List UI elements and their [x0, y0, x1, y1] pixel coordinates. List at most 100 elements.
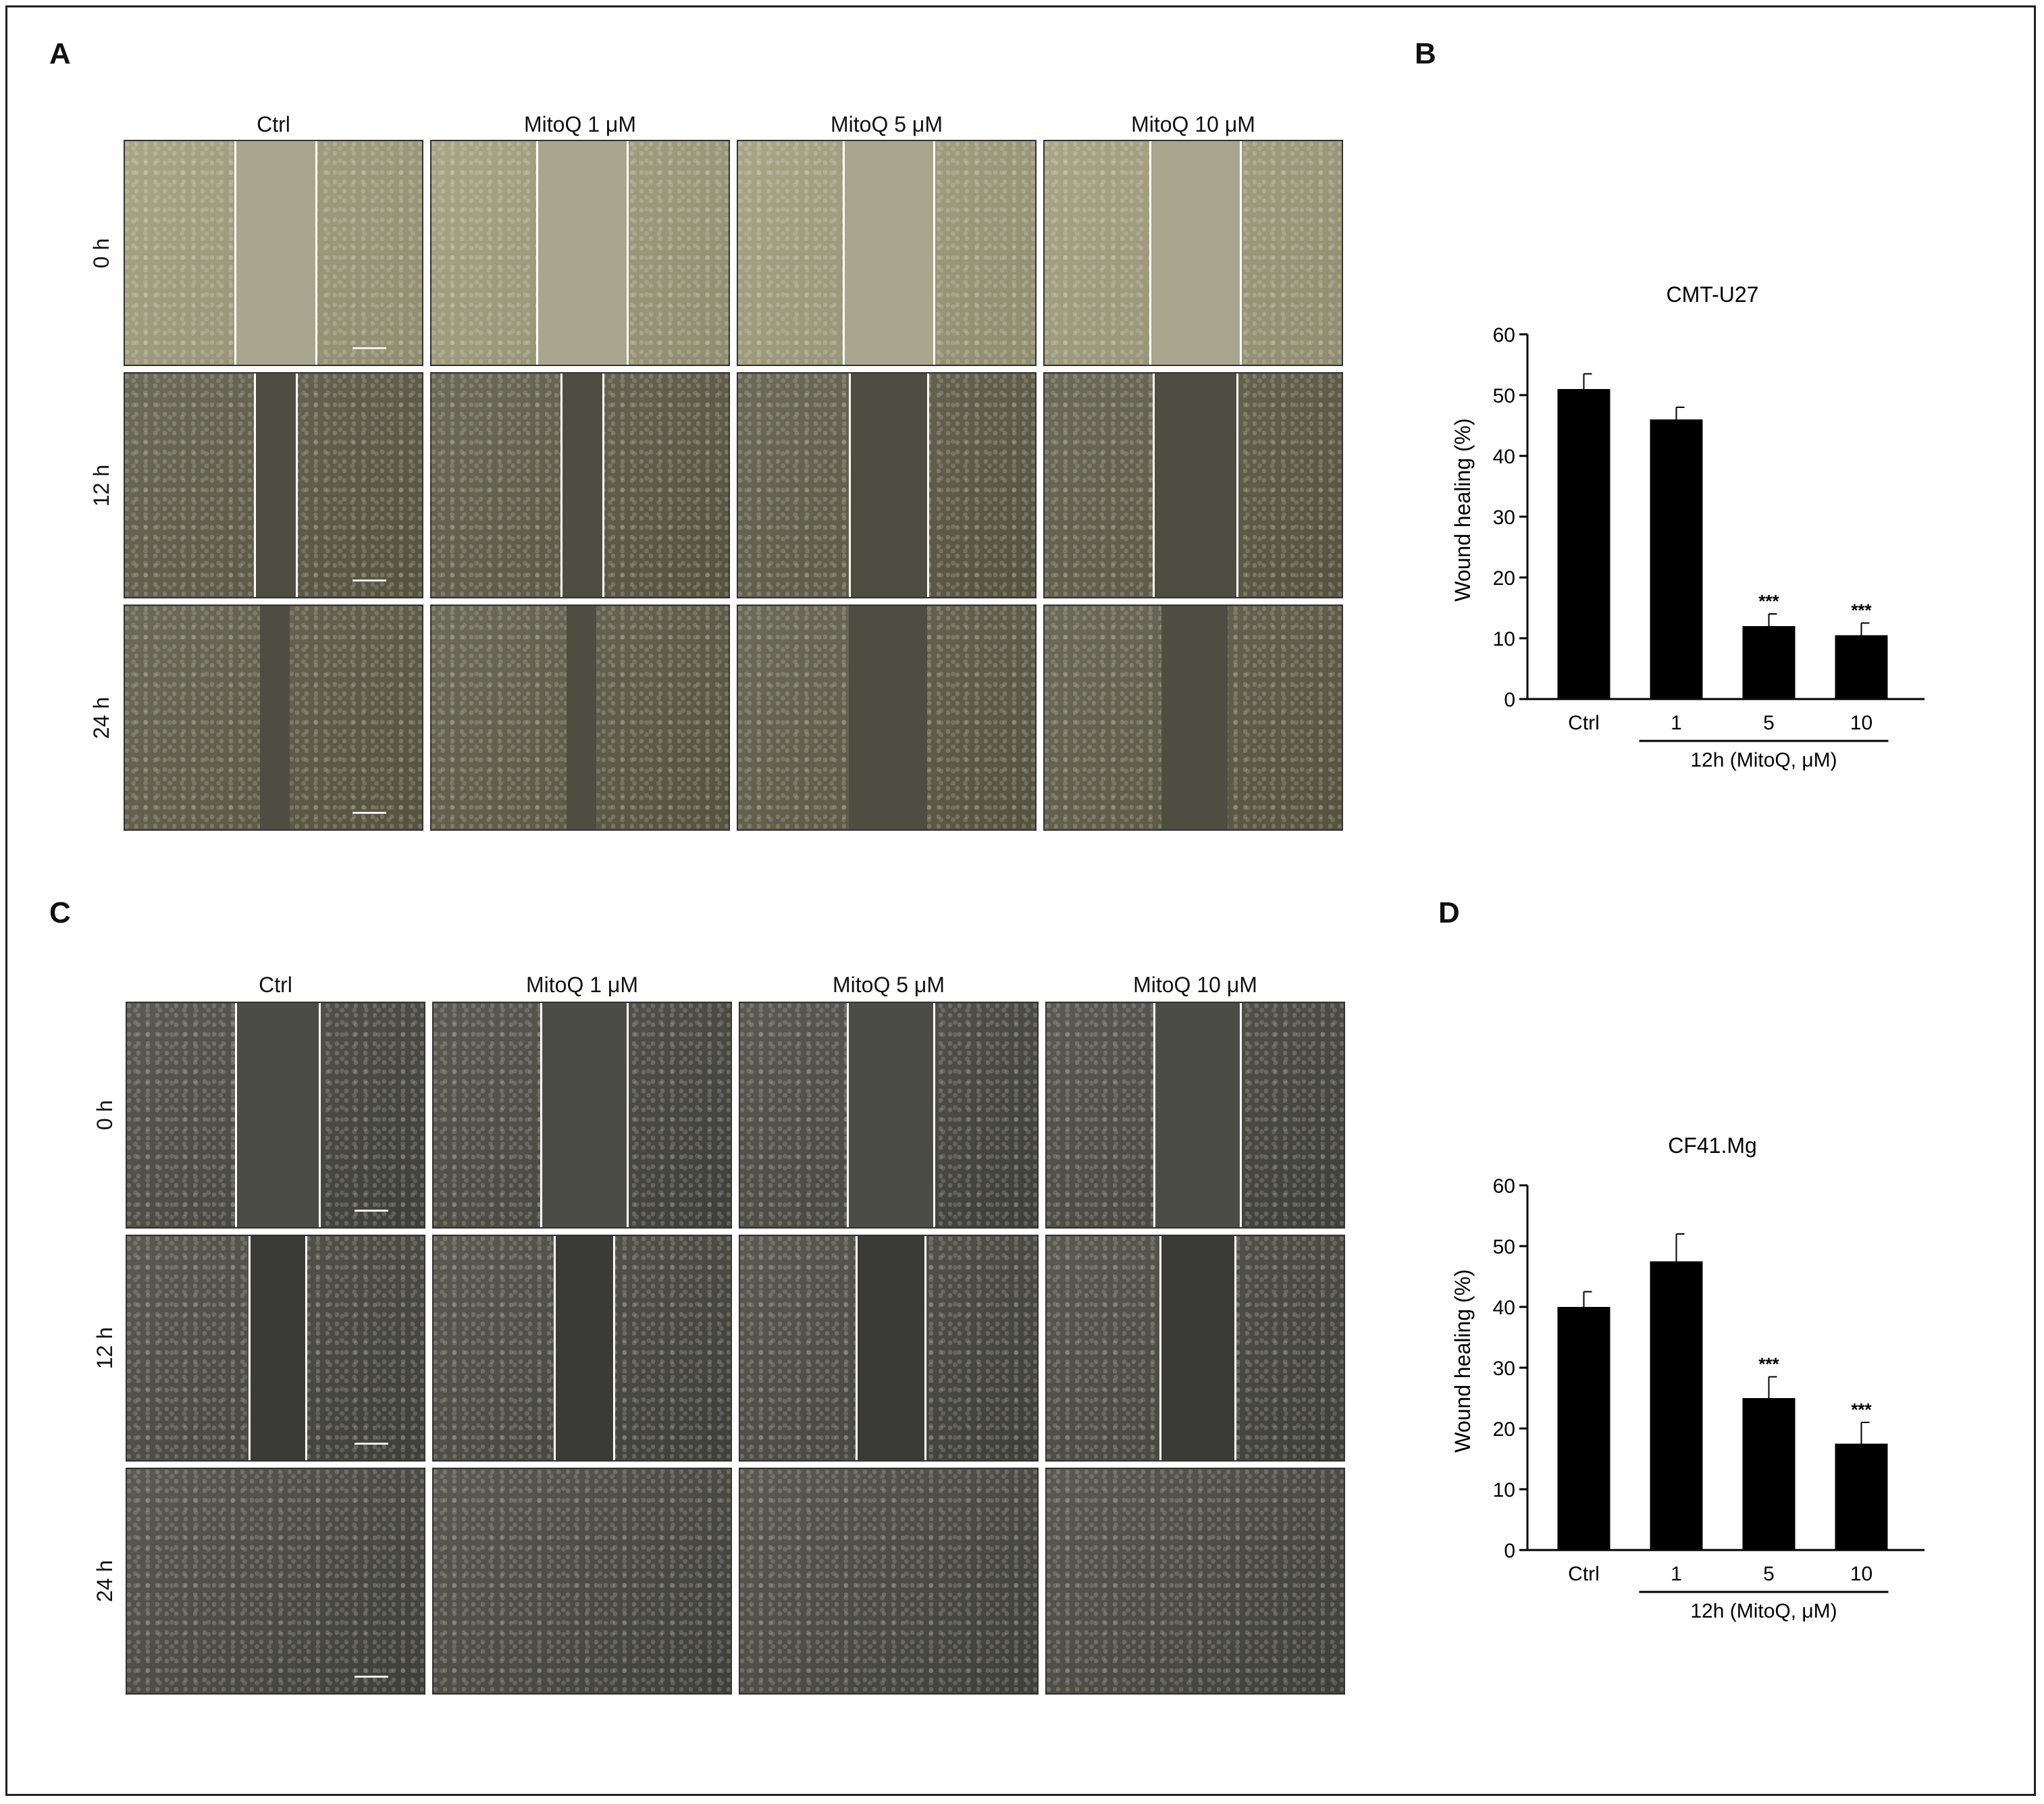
wound-edge-line-right [1234, 1236, 1236, 1460]
micrograph-mitoq-10-m-0-h [1045, 1002, 1345, 1229]
x-tick-label: 1 [1671, 712, 1682, 734]
significance-annotation: *** [1758, 591, 1779, 611]
micrograph-mitoq-5-m-24-h [739, 1468, 1039, 1695]
significance-annotation: *** [1851, 1399, 1872, 1420]
row-label-12-h: 12 h [89, 464, 113, 507]
micrograph-mitoq-10-m-24-h [1043, 604, 1343, 831]
wound-edge-line-left [1153, 1003, 1155, 1227]
column-label-mitoq-5-m: MitoQ 5 μM [832, 973, 945, 997]
micrograph-ctrl-12-h [124, 372, 423, 598]
scale-bar [355, 1675, 389, 1678]
y-tick-label: 20 [1493, 1418, 1515, 1441]
wound-edge-line-right [319, 1003, 321, 1227]
y-tick-label: 60 [1493, 324, 1515, 346]
micrograph-mitoq-5-m-12-h [737, 372, 1037, 598]
wound-edge-line-right [1236, 373, 1239, 597]
micrograph-mitoq-1-m-0-h [432, 1002, 732, 1229]
wound-edge-line-left [253, 373, 256, 597]
panel-letter-d: D [1438, 896, 1460, 929]
y-tick-label: 60 [1493, 1175, 1515, 1197]
significance-annotation: *** [1758, 1354, 1779, 1374]
wound-edge-line-left [843, 141, 845, 365]
wound-gap [849, 606, 927, 829]
y-tick-label: 40 [1493, 446, 1515, 468]
bar-5 [1742, 1398, 1796, 1550]
wound-edge-line-left [540, 1003, 542, 1227]
row-label-24-h: 24 h [93, 1560, 117, 1603]
row-label-0-h: 0 h [93, 1100, 117, 1131]
bar-chart-cf41-mg: CF41.Mg 0 10 20 30 40 50 60 Wound healing (%) Ctr… [1450, 1133, 1924, 1622]
wound-edge-line-left [846, 1003, 849, 1227]
x-tick-label: 1 [1671, 1563, 1682, 1585]
wound-gap [1159, 1236, 1234, 1460]
wound-edge-line-right [315, 141, 317, 365]
scale-bar [352, 346, 387, 349]
bar-chart-cmt-u27: CMT-U27 0 10 20 30 40 50 60 Wound healing (%) Ctr… [1450, 282, 1924, 771]
panel-letter-b: B [1415, 37, 1436, 70]
micrograph-mitoq-1-m-24-h [432, 1468, 732, 1695]
micrograph-mitoq-5-m-12-h [739, 1235, 1039, 1462]
chart-title: CF41.Mg [1668, 1133, 1757, 1158]
y-tick-label: 20 [1493, 567, 1515, 590]
wound-edge-line-right [305, 1236, 308, 1460]
micrograph-mitoq-1-m-12-h [430, 372, 730, 598]
wound-edge-line-right [924, 1236, 927, 1460]
wound-gap [1149, 141, 1240, 365]
wound-gap [846, 1003, 934, 1227]
column-label-mitoq-10-m: MitoQ 10 μM [1131, 112, 1255, 136]
y-tick-label: 0 [1504, 689, 1515, 711]
wound-gap [259, 606, 290, 829]
x-tick-label: 5 [1763, 712, 1775, 734]
wound-gap [566, 606, 597, 829]
wound-edge-line-right [933, 1003, 936, 1227]
wound-gap [1153, 1003, 1240, 1227]
bar-10 [1835, 635, 1888, 699]
column-label-ctrl: Ctrl [259, 973, 292, 997]
bar-10 [1835, 1443, 1888, 1550]
wound-gap [843, 141, 933, 365]
bar-1 [1650, 1261, 1703, 1550]
micrograph-ctrl-12-h [126, 1235, 425, 1462]
y-tick-label: 30 [1493, 507, 1515, 529]
wound-edge-line-right [1239, 141, 1242, 365]
wound-gap [234, 141, 315, 365]
wound-gap [855, 1236, 925, 1460]
y-axis-label: Wound healing (%) [1450, 1269, 1475, 1453]
y-tick-label: 50 [1493, 1236, 1515, 1258]
bar-1 [1650, 419, 1703, 699]
micrograph-ctrl-24-h [124, 604, 423, 831]
wound-edge-line-right [613, 1236, 616, 1460]
wound-gap [540, 1003, 627, 1227]
micrograph-ctrl-24-h [126, 1468, 425, 1695]
y-tick-label: 40 [1493, 1297, 1515, 1319]
x-axis-label: 12h (MitoQ, μM) [1690, 1600, 1837, 1622]
wound-edge-line-right [926, 373, 929, 597]
wound-edge-line-left [1149, 141, 1152, 365]
wound-edge-line-left [536, 141, 539, 365]
scale-bar [352, 579, 387, 582]
wound-edge-line-left [849, 373, 851, 597]
micrograph-mitoq-1-m-24-h [430, 604, 730, 831]
micrograph-mitoq-5-m-0-h [739, 1002, 1039, 1229]
micrograph-mitoq-10-m-24-h [1045, 1468, 1345, 1695]
wound-edge-line-left [560, 373, 562, 597]
y-axis-label: Wound healing (%) [1450, 418, 1475, 602]
column-label-mitoq-1-m: MitoQ 1 μM [525, 973, 638, 997]
bar-5 [1742, 626, 1796, 699]
micrograph-mitoq-10-m-12-h [1043, 372, 1343, 598]
chart-title: CMT-U27 [1667, 282, 1759, 307]
figure-frame [5, 5, 2036, 1796]
wound-edge-line-right [626, 141, 629, 365]
y-tick-label: 10 [1493, 1479, 1515, 1501]
row-label-24-h: 24 h [89, 696, 113, 739]
x-tick-label: 5 [1763, 1563, 1775, 1585]
significance-annotation: *** [1851, 600, 1872, 621]
wound-gap [536, 141, 627, 365]
scale-bar [355, 1442, 389, 1445]
wound-edge-line-left [234, 1003, 237, 1227]
column-label-ctrl: Ctrl [257, 112, 290, 136]
y-tick-label: 30 [1493, 1358, 1515, 1380]
bar-ctrl [1557, 389, 1610, 699]
wound-edge-line-right [627, 1003, 629, 1227]
micrograph-ctrl-0-h [126, 1002, 425, 1229]
